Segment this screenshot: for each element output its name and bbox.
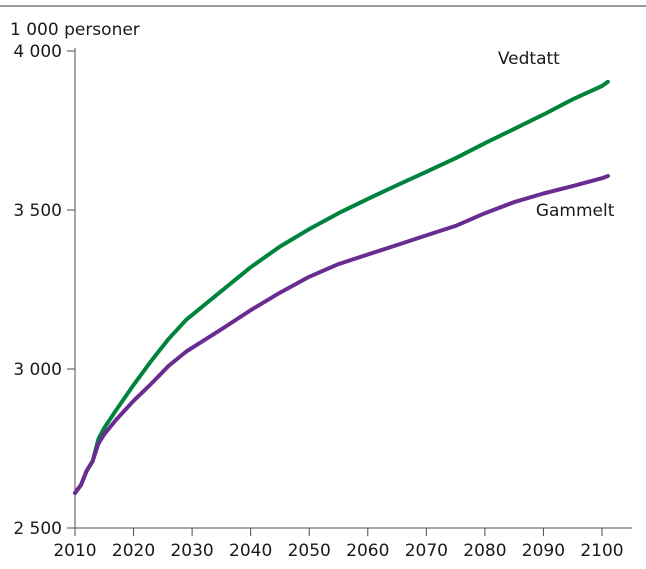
y-tick-label: 3 500 <box>13 201 62 221</box>
y-tick-label: 4 000 <box>13 42 62 62</box>
x-tick-label: 2080 <box>463 541 506 561</box>
x-tick-label: 2060 <box>346 541 389 561</box>
y-axis-unit-label: 1 000 personer <box>10 20 140 40</box>
x-tick-label: 2050 <box>288 541 331 561</box>
y-axis-ticks: 2 500 3 000 3 500 4 000 <box>13 42 75 539</box>
series-line-vedtatt <box>73 79 610 495</box>
x-tick-label: 2070 <box>405 541 448 561</box>
series-line-gammelt <box>73 174 610 495</box>
x-tick-label: 2040 <box>229 541 272 561</box>
x-tick-label: 2020 <box>112 541 155 561</box>
x-tick-label: 2030 <box>170 541 213 561</box>
x-tick-label: 2090 <box>522 541 565 561</box>
series-label-gammelt: Gammelt <box>536 201 615 221</box>
series-label-vedtatt: Vedtatt <box>498 49 560 69</box>
x-tick-label: 2100 <box>580 541 623 561</box>
y-tick-label: 2 500 <box>13 519 62 539</box>
y-tick-label: 3 000 <box>13 360 62 380</box>
series-labels: Vedtatt Gammelt <box>498 49 615 221</box>
x-tick-label: 2010 <box>53 541 96 561</box>
x-axis-ticks: 2010 2020 2030 2040 2050 2060 2070 2080 2090 2100 <box>53 528 624 561</box>
series-lines <box>73 79 610 495</box>
